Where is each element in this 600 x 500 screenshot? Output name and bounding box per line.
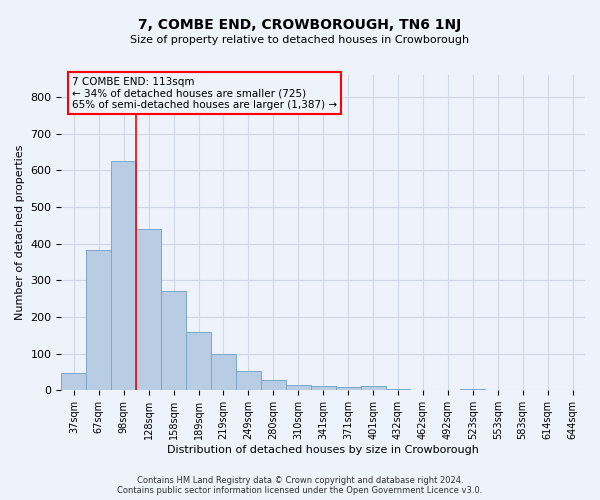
Text: Contains HM Land Registry data © Crown copyright and database right 2024.: Contains HM Land Registry data © Crown c… [137, 476, 463, 485]
Text: Contains public sector information licensed under the Open Government Licence v3: Contains public sector information licen… [118, 486, 482, 495]
Bar [311, 386, 335, 390]
Bar [86, 250, 111, 390]
Bar [111, 161, 136, 390]
Bar [186, 332, 211, 390]
Text: 7, COMBE END, CROWBOROUGH, TN6 1NJ: 7, COMBE END, CROWBOROUGH, TN6 1NJ [139, 18, 461, 32]
Bar [386, 388, 410, 390]
Bar [261, 380, 286, 390]
X-axis label: Distribution of detached houses by size in Crowborough: Distribution of detached houses by size … [167, 445, 479, 455]
Bar [236, 371, 261, 390]
Text: 7 COMBE END: 113sqm
← 34% of detached houses are smaller (725)
65% of semi-detac: 7 COMBE END: 113sqm ← 34% of detached ho… [72, 76, 337, 110]
Bar [335, 386, 361, 390]
Text: Size of property relative to detached houses in Crowborough: Size of property relative to detached ho… [130, 35, 470, 45]
Bar [161, 292, 186, 390]
Bar [136, 229, 161, 390]
Bar [361, 386, 386, 390]
Bar [286, 385, 311, 390]
Bar [211, 354, 236, 390]
Y-axis label: Number of detached properties: Number of detached properties [15, 145, 25, 320]
Bar [61, 372, 86, 390]
Bar [460, 388, 485, 390]
